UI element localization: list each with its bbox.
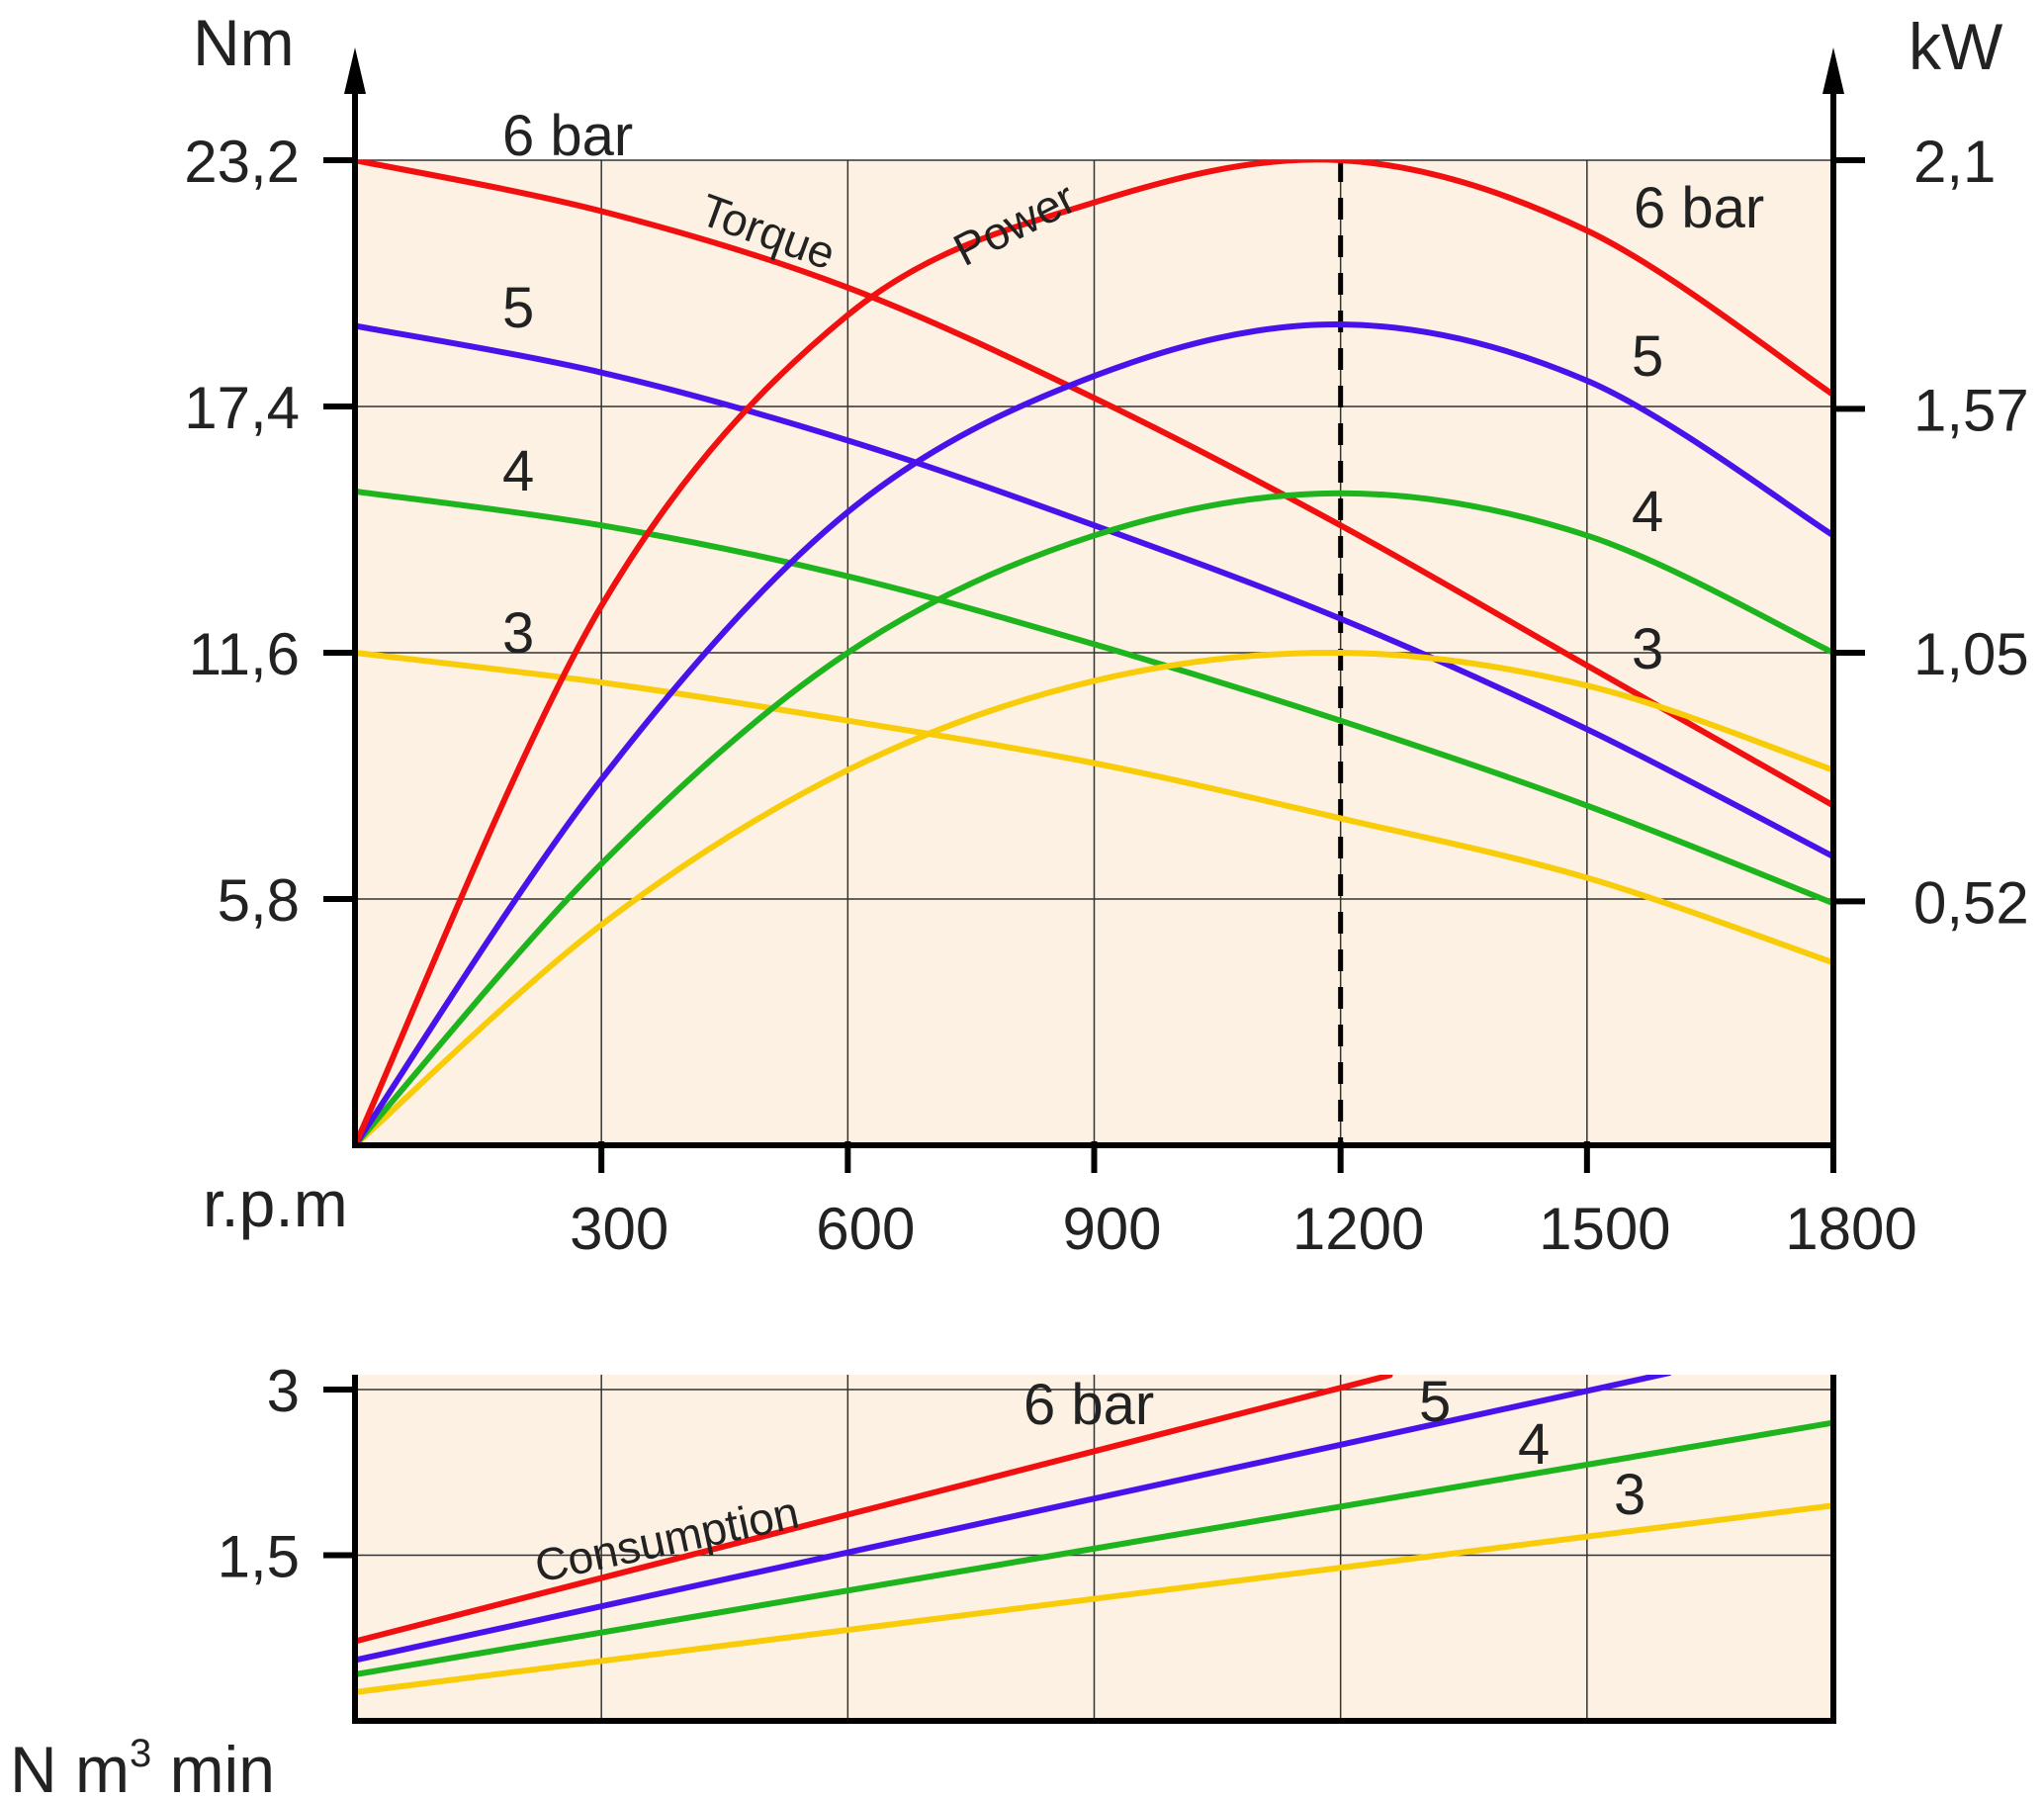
y-left-tick-label: 11,6 (189, 621, 300, 687)
torque-label-3: 3 (502, 601, 534, 666)
torque-curve-4 (355, 488, 1830, 906)
consumption-line-5 (355, 1375, 1672, 1664)
left-y-axis-arrow (344, 47, 366, 94)
y-right-tick-label: 2,1 (1913, 129, 1996, 195)
torque-curve-3 (355, 650, 1830, 965)
power-curve-3 (355, 649, 1830, 1145)
unit-min: min (151, 1733, 275, 1799)
unit-n-m: N m (10, 1733, 130, 1799)
x-tick-label: 1200 (1292, 1196, 1424, 1262)
y-right-tick-label: 1,57 (1913, 377, 2029, 443)
torque-label-6bar: 6 bar (502, 104, 633, 168)
torque-curve-5 (355, 322, 1830, 858)
y-left-tick-label: 17,4 (184, 375, 300, 441)
power-curve-6bar (355, 160, 1830, 1145)
y-left-unit-label: Nm (193, 6, 295, 79)
top-ticks: 300 600 900 1200 1500 1800 23,2 17,4 11,6 5,8 2,1 1… (184, 129, 2029, 1262)
consumption-label-5: 5 (1419, 1370, 1451, 1434)
y-left-tick-label: 5,8 (218, 867, 300, 934)
power-curve-4 (355, 490, 1830, 1145)
y-right-tick-label: 1,05 (1913, 621, 2029, 687)
torque-label-5: 5 (502, 276, 534, 340)
x-tick-label: 1800 (1785, 1196, 1916, 1262)
power-label-6bar: 6 bar (1634, 176, 1764, 240)
power-label-5: 5 (1632, 324, 1663, 389)
power-label-3: 3 (1632, 617, 1663, 681)
x-tick-label: 300 (570, 1196, 668, 1262)
power-label-4: 4 (1632, 480, 1663, 544)
bottom-y-unit-label: N m3 min (10, 1732, 275, 1799)
bottom-y-tick-label: 1,5 (218, 1524, 300, 1590)
y-right-tick-label: 0,52 (1913, 869, 2029, 936)
consumption-line-4 (355, 1419, 1830, 1678)
x-unit-label: r.p.m (203, 1167, 348, 1240)
bottom-curves (355, 1375, 1830, 1695)
y-left-tick-label: 23,2 (184, 129, 300, 195)
y-right-unit-label: kW (1909, 10, 2003, 83)
consumption-label-4: 4 (1518, 1412, 1550, 1477)
x-tick-label: 900 (1062, 1196, 1161, 1262)
consumption-label-3: 3 (1614, 1463, 1645, 1527)
consumption-label-6bar: 6 bar (1023, 1373, 1154, 1437)
consumption-line-3 (355, 1502, 1830, 1695)
consumption-chart: 31,5 N m3 min Consumption 6 bar 5 4 3 (10, 1358, 1836, 1799)
top-curves (355, 160, 1830, 1145)
consumption-line-6bar (355, 1375, 1393, 1645)
power-curve-5 (355, 320, 1830, 1145)
torque-label-4: 4 (502, 439, 534, 503)
torque-power-chart: 300 600 900 1200 1500 1800 23,2 17,4 11,6 5,8 2,1 1… (184, 6, 2029, 1262)
bottom-y-tick-label: 3 (267, 1358, 300, 1424)
x-tick-label: 600 (816, 1196, 915, 1262)
right-y-axis-arrow (1822, 47, 1844, 94)
unit-superscript-3: 3 (130, 1732, 151, 1775)
x-tick-label: 1500 (1539, 1196, 1670, 1262)
bottom-ticks: 31,5 (218, 1358, 355, 1590)
torque-curve-6bar (355, 160, 1830, 808)
